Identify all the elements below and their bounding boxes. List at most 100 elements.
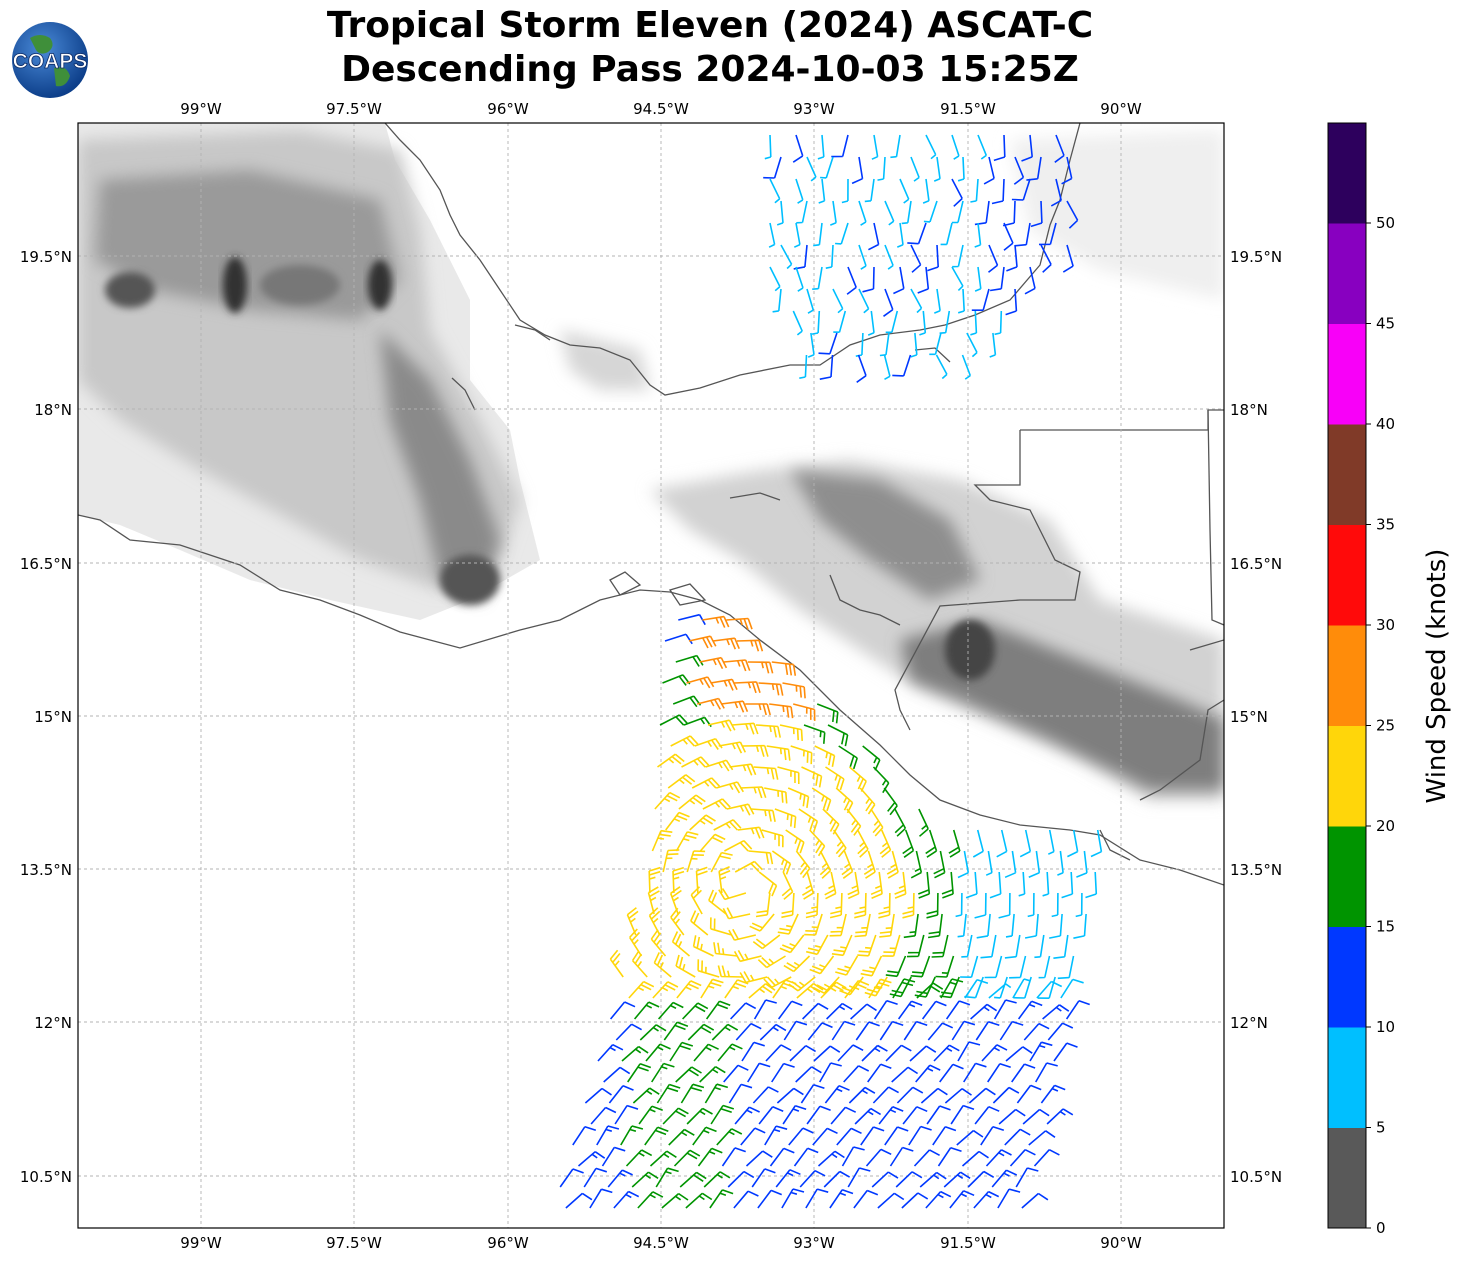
wind-barb [669, 886, 682, 915]
wind-barb [1042, 1004, 1070, 1020]
wind-barb [745, 703, 771, 716]
title-line-1: Tropical Storm Eleven (2024) ASCAT-C [326, 5, 1094, 46]
wind-barb [1060, 978, 1084, 999]
wind-barb [957, 1041, 981, 1062]
wind-barb [665, 811, 690, 831]
wind-barb [723, 1064, 749, 1083]
terrain-shading [78, 123, 1224, 800]
wind-barb [673, 1149, 701, 1167]
wind-barb [699, 656, 728, 670]
colorbar-tick-label: 5 [1376, 1119, 1386, 1137]
wind-barb [670, 907, 685, 936]
wind-barb [1050, 178, 1062, 207]
wind-barb [921, 1000, 947, 1020]
wind-barb [908, 1125, 932, 1146]
wind-barb [755, 892, 771, 918]
wind-barb [935, 354, 948, 380]
wind-barb [632, 1087, 660, 1104]
wind-barb [668, 1128, 695, 1146]
wind-barb [1090, 829, 1103, 858]
wind-barb [829, 913, 847, 937]
wind-barb [753, 766, 779, 780]
wind-barb [805, 1188, 829, 1209]
wind-barb [890, 134, 901, 159]
wind-barb [704, 1083, 729, 1104]
wind-barb [934, 288, 941, 314]
wind-barb [951, 178, 963, 207]
wind-barb [699, 833, 726, 852]
wind-barb [1026, 156, 1042, 181]
lat-tick: 18°N [34, 401, 72, 419]
wind-barb [792, 703, 816, 721]
wind-barb [997, 1188, 1021, 1209]
wind-barb [672, 866, 685, 894]
wind-barb [991, 178, 1005, 205]
wind-barb [699, 1066, 726, 1083]
wind-barb [919, 1171, 947, 1188]
wind-barb [659, 714, 688, 726]
wind-barb [804, 913, 823, 936]
wind-barb [577, 1151, 606, 1167]
wind-barb [614, 1104, 639, 1125]
wind-barb [740, 786, 767, 799]
wind-barb [910, 332, 918, 358]
wind-barb [745, 1150, 773, 1167]
wind-barb [1009, 955, 1027, 979]
wind-barb [726, 617, 753, 630]
wind-barb [841, 178, 849, 204]
wind-barb [851, 156, 864, 185]
wind-barb [848, 1086, 876, 1104]
wind-barb [713, 942, 738, 957]
wind-barb [742, 744, 769, 757]
wind-barb [871, 134, 879, 160]
wind-barb [705, 1000, 731, 1020]
wind-barb [628, 980, 655, 999]
wind-barb [864, 976, 888, 997]
wind-barb [811, 310, 821, 335]
wind-barb [1042, 871, 1050, 897]
wind-barb [637, 1191, 664, 1209]
wind-barb [818, 332, 838, 355]
lon-ticks-top: 99°W 97.5°W 96°W 94.5°W 93°W 91.5°W 90°W [180, 100, 1142, 118]
wind-barb [903, 1020, 928, 1041]
wind-barb [948, 829, 961, 858]
wind-barb [980, 1125, 1005, 1146]
wind-barb [801, 871, 815, 900]
wind-barb [789, 1045, 817, 1062]
wind-barb [871, 1171, 899, 1188]
wind-barb [609, 1001, 636, 1020]
wind-barb [945, 1000, 971, 1020]
wind-barb [679, 1171, 707, 1188]
wind-barb [961, 354, 972, 380]
wind-barb [596, 1125, 620, 1146]
wind-barb [653, 952, 672, 978]
wind-barb [957, 850, 970, 879]
wind-barb [753, 999, 777, 1020]
wind-barb [823, 1170, 850, 1188]
lon-tick: 99°W [180, 100, 222, 118]
wind-barb [609, 949, 624, 978]
wind-barb [731, 722, 759, 735]
colorbar-tick-label: 20 [1376, 817, 1395, 835]
lat-tick: 15°N [1230, 708, 1268, 726]
wind-barb [833, 310, 847, 333]
wind-barb [902, 829, 915, 858]
wind-barb [652, 981, 679, 999]
wind-barb [963, 1062, 987, 1083]
wind-barb [736, 639, 764, 652]
wind-barb [943, 1171, 971, 1188]
wind-barb [690, 910, 709, 936]
wind-barb [925, 829, 938, 858]
wind-barb [1005, 913, 1015, 938]
wind-barb [645, 1043, 671, 1062]
wind-barb [559, 1168, 584, 1188]
wind-barb [621, 1045, 649, 1062]
wind-barb [1028, 1130, 1056, 1146]
wind-barb [894, 808, 907, 837]
wind-barb [819, 354, 834, 380]
wind-barb [771, 850, 792, 875]
wind-barb [865, 1148, 892, 1167]
colorbar-segment [1328, 424, 1366, 525]
wind-barb [795, 1066, 822, 1083]
wind-barb [803, 724, 826, 744]
